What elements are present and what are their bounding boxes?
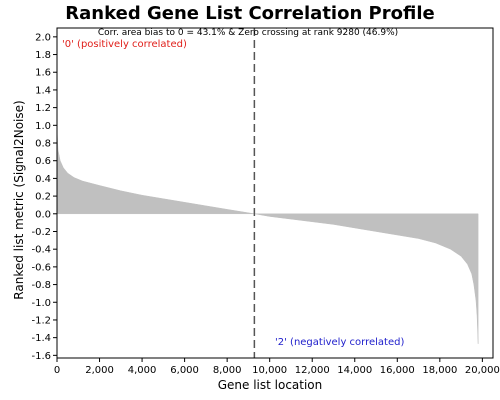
y-tick-label: 2.0 — [35, 32, 51, 43]
plot-area — [56, 27, 494, 359]
y-tick-label: 1.4 — [35, 85, 51, 96]
y-tick-label: 1.6 — [35, 68, 51, 79]
x-tick-label: 8,000 — [213, 365, 242, 376]
x-tick-label: 20,000 — [465, 365, 500, 376]
y-axis-ticks: 2.0 1.8 1.6 1.4 1.2 1.0 0.8 0.6 0.4 0.2 0.0 -0.2 -0.… — [31, 32, 57, 362]
positive-annotation: '0' (positively correlated) — [62, 39, 187, 50]
corr-bias-note: Corr. area bias to 0 = 43.1% & Zero cros… — [98, 28, 398, 38]
y-axis-label: Ranked list metric (Signal2Noise) — [12, 100, 26, 299]
x-tick-label: 16,000 — [380, 365, 415, 376]
x-tick-label: 2,000 — [85, 365, 114, 376]
x-tick-label: 14,000 — [337, 365, 372, 376]
x-tick-label: 18,000 — [422, 365, 457, 376]
y-tick-label: -0.2 — [31, 227, 51, 238]
x-axis-label: Gene list location — [218, 378, 323, 392]
chart-title: Ranked Gene List Correlation Profile — [65, 3, 434, 24]
negative-annotation: '2' (negatively correlated) — [275, 337, 404, 348]
y-tick-label: -1.2 — [31, 315, 51, 326]
y-tick-label: -1.0 — [31, 298, 51, 309]
y-tick-label: -0.4 — [31, 245, 51, 256]
y-tick-label: -1.6 — [31, 351, 51, 362]
x-axis-ticks: 0 2,000 4,000 6,000 8,000 10,000 12,000 14,000 1… — [54, 358, 500, 376]
x-tick-label: 0 — [54, 365, 60, 376]
y-tick-label: 1.0 — [35, 121, 51, 132]
y-tick-label: 1.2 — [35, 103, 51, 114]
y-tick-label: 0.2 — [35, 192, 51, 203]
y-tick-label: -0.6 — [31, 262, 51, 273]
correlation-area — [56, 129, 479, 344]
y-tick-label: 0.6 — [35, 156, 51, 167]
y-tick-label: 0.4 — [35, 174, 51, 185]
y-tick-label: 0.0 — [35, 209, 51, 220]
y-tick-label: 1.8 — [35, 50, 51, 61]
y-tick-label: 0.8 — [35, 139, 51, 150]
plot-frame — [56, 27, 494, 359]
y-tick-label: -1.4 — [31, 333, 51, 344]
x-tick-label: 10,000 — [252, 365, 287, 376]
y-tick-label: -0.8 — [31, 280, 51, 291]
x-tick-label: 4,000 — [128, 365, 157, 376]
x-tick-label: 12,000 — [295, 365, 330, 376]
x-tick-label: 6,000 — [170, 365, 199, 376]
